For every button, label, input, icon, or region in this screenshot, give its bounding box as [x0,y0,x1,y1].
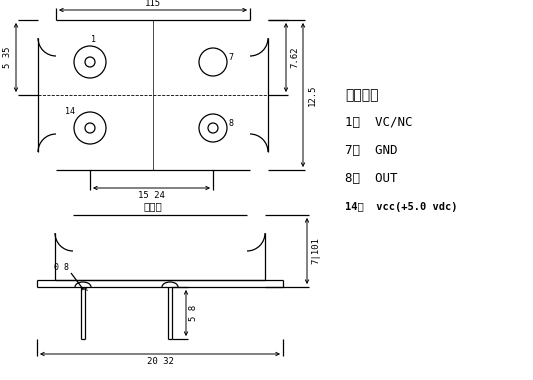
Text: 1：  VC/NC: 1： VC/NC [345,117,413,130]
Text: 14: 14 [65,108,75,117]
Text: 20 32: 20 32 [147,358,173,366]
Text: 12.5: 12.5 [308,84,317,106]
Text: 0 8: 0 8 [53,263,69,272]
Text: 管脚功能: 管脚功能 [345,88,378,102]
Text: 底视图: 底视图 [143,201,163,211]
Text: 7.62: 7.62 [290,46,300,68]
Text: 8：  OUT: 8： OUT [345,173,398,185]
Text: 14：  vcc(+5.0 vdc): 14： vcc(+5.0 vdc) [345,202,457,212]
Text: 7：  GND: 7： GND [345,144,398,157]
Text: 115: 115 [145,0,161,8]
Text: 15 24: 15 24 [138,192,165,201]
Text: 5 35: 5 35 [4,46,12,68]
Text: 5 8: 5 8 [190,305,198,321]
Text: 7|101: 7|101 [311,238,320,264]
Text: 7: 7 [229,52,233,62]
Text: 8: 8 [229,119,233,128]
Text: 1: 1 [92,35,96,44]
